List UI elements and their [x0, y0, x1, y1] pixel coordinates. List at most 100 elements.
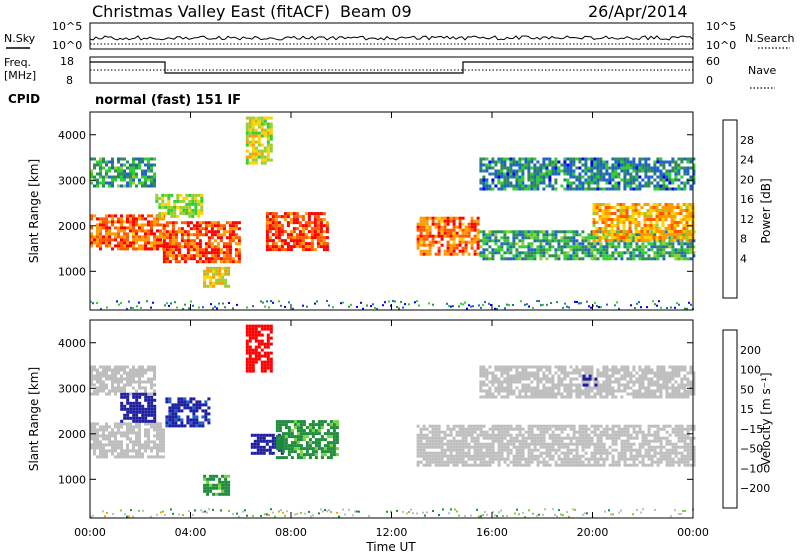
echo-cell	[123, 157, 126, 161]
echo-cell	[123, 434, 126, 438]
echo-cell	[599, 445, 603, 449]
echo-cell	[635, 454, 639, 458]
echo-cell	[575, 187, 579, 191]
echo-cell	[111, 214, 114, 218]
echo-cell	[135, 374, 138, 378]
echo-cell	[629, 163, 633, 167]
echo-cell	[105, 244, 108, 248]
echo-cell	[153, 389, 156, 393]
echo-cell	[224, 278, 228, 282]
echo-cell	[434, 433, 438, 437]
echo-cell	[590, 257, 594, 261]
echo-cell	[132, 226, 135, 230]
echo-cell	[554, 448, 558, 452]
echo-cell	[629, 172, 633, 176]
echo-cell	[292, 307, 294, 310]
echo-cell	[198, 406, 202, 410]
echo-cell	[313, 212, 317, 216]
echo-cell	[224, 477, 228, 481]
echo-cell	[638, 427, 642, 431]
echo-cell	[575, 442, 579, 446]
echo-cell	[200, 211, 204, 215]
echo-cell	[416, 439, 420, 443]
echo-cell	[171, 421, 175, 425]
echo-cell	[446, 424, 450, 428]
echo-cell	[310, 212, 314, 216]
echo-cell	[129, 166, 132, 170]
echo-cell	[129, 383, 132, 387]
echo-cell	[686, 257, 690, 261]
echo-cell	[277, 239, 281, 243]
echo-cell	[224, 269, 228, 273]
echo-cell	[188, 202, 192, 206]
echo-cell	[156, 238, 159, 242]
echo-cell	[251, 122, 255, 126]
echo-cell	[111, 178, 114, 182]
echo-cell	[626, 439, 630, 443]
echo-cell	[686, 451, 690, 455]
echo-cell	[93, 389, 96, 393]
echo-cell	[497, 436, 501, 440]
echo-cell	[640, 230, 644, 233]
echo-cell	[539, 424, 543, 428]
echo-cell	[482, 454, 486, 458]
echo-cell	[99, 383, 102, 387]
echo-cell	[201, 409, 205, 413]
echo-cell	[195, 242, 199, 246]
echo-cell	[189, 254, 193, 258]
echo-cell	[473, 454, 477, 458]
echo-cell	[269, 330, 273, 334]
echo-cell	[216, 307, 218, 310]
echo-cell	[503, 236, 507, 240]
echo-cell	[117, 425, 120, 429]
echo-cell	[587, 169, 591, 173]
echo-cell	[512, 427, 516, 431]
echo-cell	[114, 365, 117, 369]
echo-cell	[515, 233, 519, 237]
echo-cell	[602, 445, 606, 449]
echo-cell	[664, 212, 668, 215]
echo-cell	[260, 116, 264, 120]
echo-cell	[96, 241, 99, 245]
echo-cell	[198, 421, 202, 425]
echo-cell	[656, 251, 660, 255]
echo-cell	[620, 257, 624, 261]
echo-cell	[512, 254, 516, 258]
echo-cell	[518, 254, 522, 258]
echo-cell	[93, 446, 96, 450]
echo-cell	[452, 427, 456, 431]
echo-cell	[147, 247, 150, 251]
echo-cell	[440, 219, 444, 223]
echo-cell	[440, 454, 444, 458]
echo-cell	[183, 254, 187, 258]
echo-cell	[455, 448, 459, 452]
echo-cell	[132, 223, 135, 227]
echo-cell	[174, 233, 178, 237]
echo-cell	[425, 225, 429, 229]
echo-cell	[144, 169, 147, 173]
echo-cell	[129, 241, 132, 245]
echo-cell	[319, 239, 323, 243]
echo-cell	[638, 448, 642, 452]
echo-cell	[144, 232, 147, 236]
echo-cell	[560, 445, 564, 449]
echo-cell	[458, 225, 462, 229]
echo-cell	[521, 439, 525, 443]
echo-cell	[632, 430, 636, 434]
echo-cell	[680, 460, 684, 464]
echo-cell	[280, 248, 284, 252]
echo-cell	[308, 447, 312, 451]
echo-cell	[301, 215, 305, 219]
echo-cell	[584, 160, 588, 164]
echo-cell	[500, 248, 504, 252]
echo-cell	[554, 166, 558, 170]
echo-cell	[590, 457, 594, 461]
echo-cell	[674, 448, 678, 452]
echo-cell	[207, 257, 211, 261]
echo-cell	[253, 451, 257, 455]
echo-cell	[120, 380, 123, 384]
echo-cell	[668, 181, 672, 185]
echo-cell	[619, 206, 623, 209]
echo-cell	[271, 451, 275, 455]
echo-cell	[184, 303, 186, 306]
